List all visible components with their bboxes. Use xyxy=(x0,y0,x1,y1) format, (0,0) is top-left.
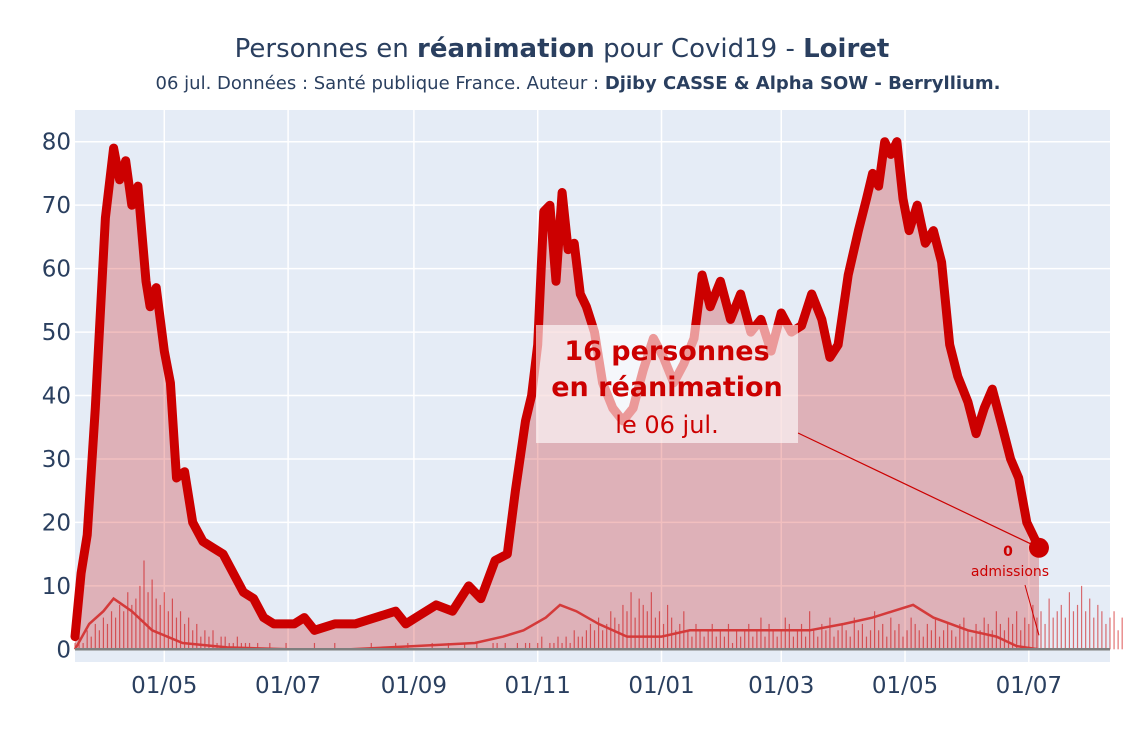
reanimation-line xyxy=(70,137,1044,642)
annotation-line-2: en réanimation xyxy=(551,372,783,403)
x-tick-label: 01/01 xyxy=(628,673,694,699)
y-tick-label: 20 xyxy=(42,510,71,536)
chart-title: Personnes en réanimation pour Covid19 - … xyxy=(235,34,890,64)
y-tick-label: 60 xyxy=(42,257,71,283)
annotation-line-3: le 06 jul. xyxy=(615,411,718,439)
x-tick-label: 01/07 xyxy=(996,673,1062,699)
x-tick-label: 01/09 xyxy=(381,673,447,699)
y-tick-label: 80 xyxy=(42,130,71,156)
chart-subtitle: 06 jul. Données : Santé publique France.… xyxy=(156,73,1001,94)
daily-admission-bars xyxy=(74,560,1123,650)
admissions-text: admissions xyxy=(971,564,1049,580)
x-tick-label: 01/05 xyxy=(131,673,197,699)
y-tick-label: 40 xyxy=(42,384,71,410)
y-tick-label: 30 xyxy=(42,447,71,473)
x-tick-label: 01/05 xyxy=(872,673,938,699)
annotation-line-1: 16 personnes xyxy=(564,336,769,367)
grid-lines xyxy=(75,110,1110,662)
y-tick-label: 10 xyxy=(42,574,71,600)
admissions-arrow xyxy=(1024,584,1040,636)
admissions-line xyxy=(73,596,1040,651)
y-tick-label: 70 xyxy=(42,193,71,219)
axis-labels: 0 10 20 30 40 50 60 70 80 01/05 01/07 01/09 01/11 01/… xyxy=(42,130,1062,699)
y-tick-label: 0 xyxy=(56,637,71,663)
annotation-box xyxy=(536,325,798,443)
y-tick-label: 50 xyxy=(42,320,71,346)
x-tick-label: 01/11 xyxy=(505,673,571,699)
x-tick-label: 01/07 xyxy=(255,673,321,699)
annotation-arrow xyxy=(797,432,1040,549)
x-tick-label: 01/03 xyxy=(748,673,814,699)
admissions-value: 0 xyxy=(1003,544,1013,560)
annotation-layer: 16 personnes en réanimation le 06 jul. 0 adm… xyxy=(536,325,1049,636)
